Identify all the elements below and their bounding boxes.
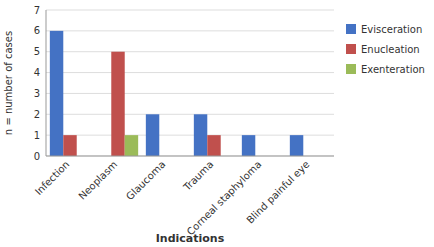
x-axis-label: Indications (156, 232, 225, 245)
grid-line (46, 156, 334, 157)
y-tick-label: 7 (34, 5, 40, 16)
y-tick-label: 0 (34, 151, 40, 162)
y-tick-label: 1 (34, 130, 40, 141)
grid (46, 10, 334, 156)
grid-line (46, 51, 334, 52)
legend: Evisceration Enucleation Exenteration (346, 24, 425, 75)
bar (207, 135, 220, 156)
chart-container: 01234567InfectionNeoplasmGlaucomaTraumaC… (0, 0, 434, 247)
grid-line (46, 10, 334, 11)
legend-swatch (346, 24, 356, 34)
chart: 01234567InfectionNeoplasmGlaucomaTraumaC… (0, 0, 434, 247)
x-tick-label: Glaucoma (124, 159, 167, 202)
y-tick-label: 6 (34, 25, 40, 36)
y-tick-label: 3 (34, 88, 40, 99)
y-axis-label: n = number of cases (3, 31, 14, 135)
x-tick-label: Neoplasm (76, 159, 119, 202)
y-axis-line (46, 10, 47, 156)
y-tick-label: 2 (34, 109, 40, 120)
y-tick-label: 5 (34, 46, 40, 57)
bar (111, 52, 124, 156)
x-axis-line (46, 156, 334, 157)
x-tick-label: Trauma (181, 159, 216, 194)
legend-swatch (346, 44, 356, 54)
bar (290, 135, 303, 156)
bar (194, 114, 207, 156)
legend-label: Enucleation (361, 44, 420, 55)
bar (63, 135, 76, 156)
bar (50, 31, 63, 156)
bars (50, 31, 303, 156)
grid-line (46, 93, 334, 94)
x-tick-label: Infection (33, 159, 72, 198)
x-tick-label: Blind painful eye (244, 159, 311, 226)
bar (146, 114, 159, 156)
y-tick-label: 4 (34, 67, 40, 78)
grid-line (46, 72, 334, 73)
legend-swatch (346, 64, 356, 74)
y-ticks: 0 1 2 3 4 5 6 7 (34, 5, 40, 162)
bar (242, 135, 255, 156)
grid-line (46, 30, 334, 31)
grid-line (46, 114, 334, 115)
bar (125, 135, 138, 156)
legend-label: Exenteration (361, 64, 425, 75)
legend-label: Evisceration (361, 24, 422, 35)
x-ticks: InfectionNeoplasmGlaucomaTraumaCorneal s… (33, 159, 312, 238)
